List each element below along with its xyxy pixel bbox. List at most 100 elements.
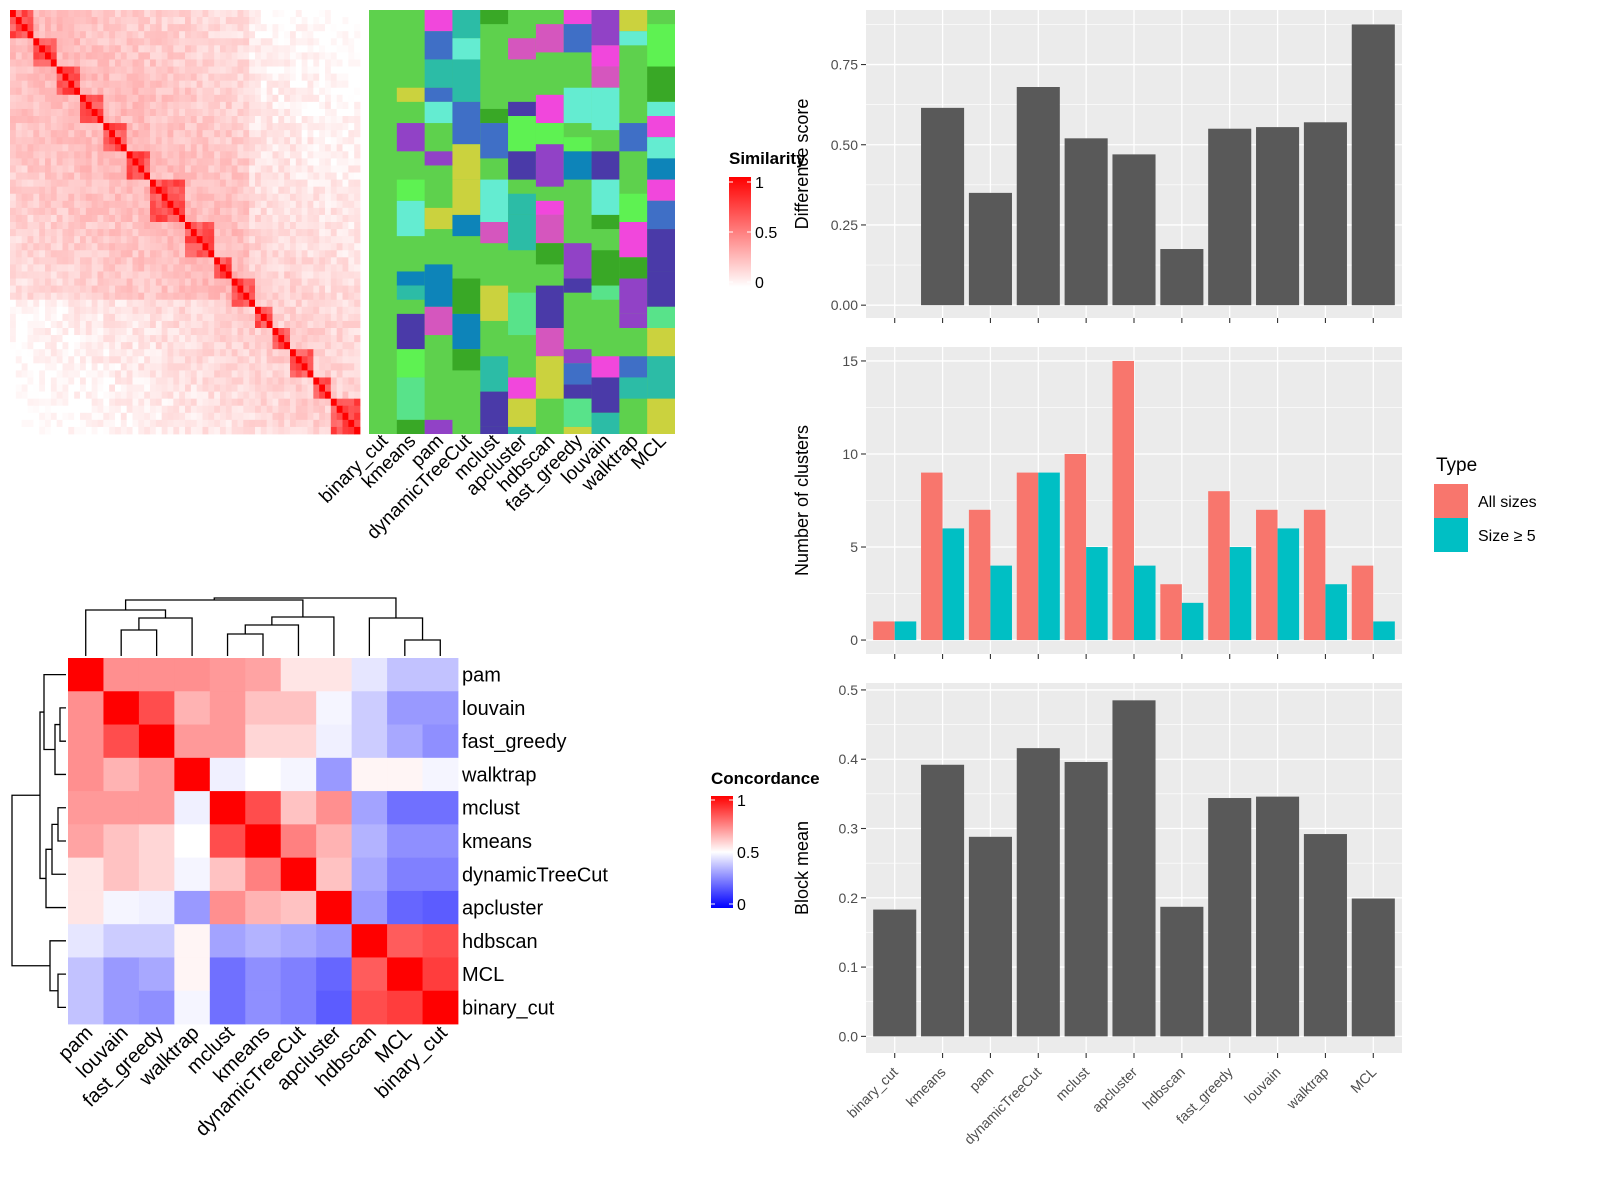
similarity-cell <box>185 31 192 39</box>
similarity-cell <box>290 179 297 188</box>
similarity-cell <box>336 52 343 60</box>
similarity-cell <box>126 363 133 371</box>
similarity-cell <box>85 59 93 67</box>
legend-swatch <box>1434 518 1468 552</box>
similarity-cell <box>126 66 133 74</box>
similarity-cell <box>109 17 116 25</box>
similarity-cell <box>348 328 355 336</box>
similarity-cell <box>255 405 262 414</box>
similarity-cell <box>21 356 28 364</box>
similarity-cell <box>196 17 203 25</box>
similarity-cell <box>21 165 28 173</box>
similarity-cell <box>97 80 104 89</box>
similarity-cell <box>348 45 355 53</box>
similarity-cell <box>325 257 332 265</box>
concordance-row-label: fast_greedy <box>462 731 567 753</box>
similarity-cell <box>27 391 34 400</box>
similarity-cell <box>62 172 69 180</box>
similarity-cell <box>249 45 256 53</box>
similarity-cell <box>80 419 87 428</box>
similarity-cell <box>243 186 250 195</box>
bar <box>921 472 943 641</box>
cluster-cell <box>396 123 425 152</box>
similarity-cell <box>62 123 69 131</box>
similarity-cell <box>126 320 133 329</box>
similarity-cell <box>214 306 221 315</box>
similarity-cell <box>39 391 46 400</box>
similarity-cell <box>39 80 46 89</box>
similarity-cell <box>313 370 320 378</box>
similarity-cell <box>109 426 116 435</box>
similarity-cell <box>10 17 17 25</box>
similarity-cell <box>313 292 320 301</box>
similarity-cell <box>243 108 250 117</box>
similarity-cell <box>190 158 198 166</box>
bar <box>1064 453 1087 641</box>
similarity-cell <box>354 313 361 322</box>
similarity-cell <box>120 412 128 421</box>
y-tick-label: 0.50 <box>831 137 858 153</box>
similarity-cell <box>225 384 233 392</box>
similarity-cell <box>138 24 145 32</box>
similarity-cell <box>336 299 343 308</box>
similarity-cell <box>330 179 338 188</box>
similarity-cell <box>39 123 46 131</box>
similarity-cell <box>85 24 93 32</box>
similarity-cell <box>45 94 52 103</box>
similarity-cell <box>45 158 52 166</box>
similarity-cell <box>284 200 291 209</box>
similarity-cell <box>173 31 180 39</box>
similarity-cell <box>301 94 308 103</box>
cluster-cell <box>396 271 425 286</box>
similarity-cell <box>243 229 250 237</box>
similarity-cell <box>91 405 98 414</box>
similarity-cell <box>39 108 46 117</box>
similarity-cell <box>190 384 198 392</box>
similarity-cell <box>167 236 174 244</box>
similarity-cell <box>39 250 46 258</box>
similarity-cell <box>325 59 332 67</box>
similarity-cell <box>161 45 168 53</box>
similarity-cell <box>33 320 40 329</box>
similarity-cell <box>173 370 180 378</box>
similarity-cell <box>50 94 58 103</box>
similarity-cell <box>301 73 308 82</box>
similarity-cell <box>208 328 215 336</box>
similarity-cell <box>173 349 180 357</box>
similarity-cell <box>202 426 209 435</box>
similarity-cell <box>62 313 69 322</box>
similarity-cell <box>313 398 320 407</box>
similarity-cell <box>243 80 250 89</box>
similarity-cell <box>295 306 303 315</box>
similarity-cell <box>132 207 139 216</box>
similarity-cell <box>161 17 168 25</box>
similarity-cell <box>103 45 110 53</box>
similarity-cell <box>27 243 34 251</box>
similarity-cell <box>56 250 63 258</box>
similarity-cell <box>167 398 174 407</box>
similarity-cell <box>21 426 28 435</box>
similarity-cell <box>97 419 104 428</box>
similarity-cell <box>10 151 17 159</box>
similarity-cell <box>56 137 63 145</box>
cluster-cell <box>508 38 536 60</box>
similarity-cell <box>290 363 297 371</box>
similarity-cell <box>115 179 122 188</box>
similarity-cell <box>295 377 303 385</box>
similarity-cell <box>103 172 110 180</box>
similarity-cell <box>39 243 46 251</box>
similarity-cell <box>243 356 250 364</box>
similarity-cell <box>354 137 361 145</box>
similarity-cell <box>179 172 186 180</box>
concordance-cell <box>316 857 353 892</box>
similarity-cell <box>190 391 198 400</box>
similarity-cell <box>325 363 332 371</box>
similarity-cell <box>173 271 180 279</box>
similarity-cell <box>284 264 291 272</box>
similarity-cell <box>225 59 233 67</box>
similarity-cell <box>167 38 174 46</box>
similarity-cell <box>342 292 349 301</box>
similarity-cell <box>342 229 349 237</box>
similarity-cell <box>231 398 238 407</box>
similarity-cell <box>85 165 93 173</box>
